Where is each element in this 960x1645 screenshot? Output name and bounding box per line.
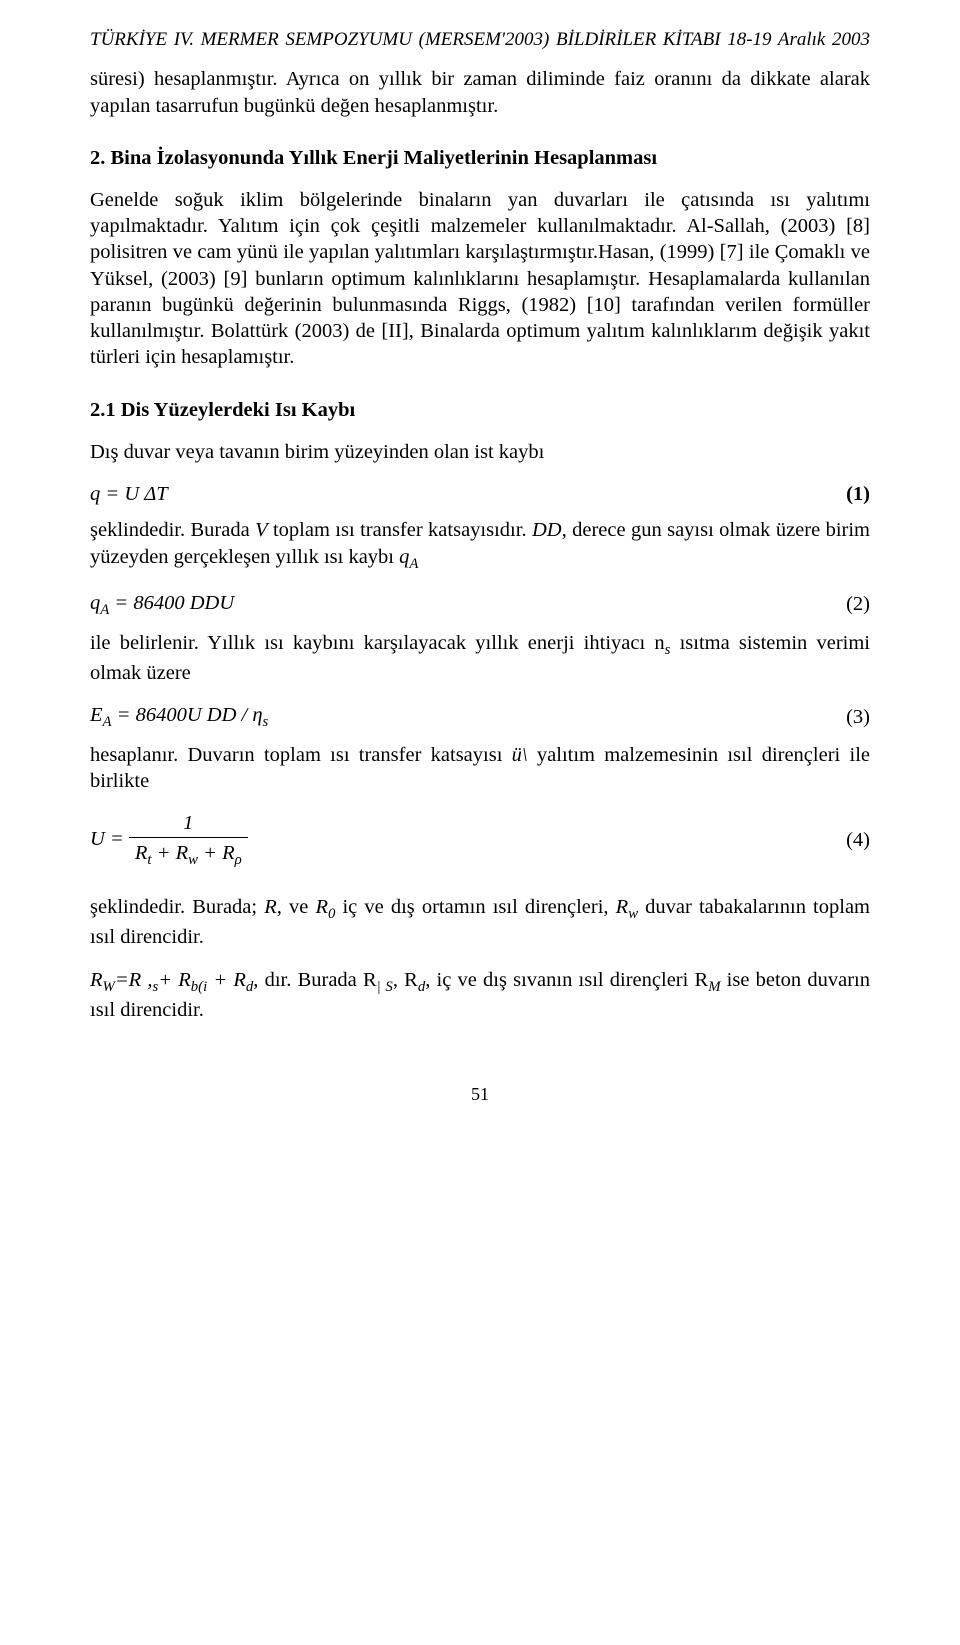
paragraph-last: RW=R ,s+ Rb(i + Rd, dır. Burada R| S, Rd… (90, 967, 870, 1023)
section-2-title: 2. Bina İzolasyonunda Yıllık Enerji Mali… (90, 145, 870, 171)
text: + R (158, 969, 191, 991)
equation-1-number: (1) (846, 481, 870, 507)
var-V: V (255, 519, 268, 541)
text: şeklindedir. Burada (90, 519, 255, 541)
text: + R (207, 969, 246, 991)
equation-2-body: qA = 86400 DDU (90, 590, 234, 620)
paragraph-after-eq3: hesaplanır. Duvarın toplam ısı transfer … (90, 742, 870, 794)
equation-3-number: (3) (846, 704, 870, 730)
fraction-denominator: Rt + Rw + Rρ (129, 837, 248, 870)
sub: b(i (191, 979, 207, 995)
equation-1-body: q = U ΔT (90, 481, 168, 507)
sub: | S (377, 979, 393, 995)
text: ve (282, 896, 316, 918)
var-qA: qA (399, 546, 418, 568)
text: toplam ısı transfer katsayısıdır. (268, 519, 532, 541)
text: =R , (115, 969, 153, 991)
sub: M (708, 979, 720, 995)
text: , R (393, 969, 418, 991)
equation-2-number: (2) (846, 591, 870, 617)
equation-4-number: (4) (846, 827, 870, 853)
fraction: 1 Rt + Rw + Rρ (129, 810, 248, 870)
equation-4-body: U = 1 Rt + Rw + Rρ (90, 810, 248, 870)
var-u: ü\ (512, 744, 528, 766)
text: şeklindedir. Burada; (90, 896, 264, 918)
equation-3: EA = 86400U DD / ηs (3) (90, 702, 870, 732)
text: , iç ve dış sıvanın ısıl dirençleri R (425, 969, 708, 991)
equation-3-body: EA = 86400U DD / ηs (90, 702, 268, 732)
equation-2: qA = 86400 DDU (2) (90, 590, 870, 620)
paragraph-heatloss-intro: Dış duvar veya tavanın birim yüzeyinden … (90, 439, 870, 465)
page: TÜRKİYE IV. MERMER SEMPOZYUMU (MERSEM'20… (0, 0, 960, 1166)
var-R0: R0 (315, 896, 335, 918)
text: iç ve dış ortamın ısıl dirençleri, (335, 896, 615, 918)
page-number: 51 (90, 1083, 870, 1106)
text: , dır. Burada R (253, 969, 376, 991)
paragraph-after-eq1: şeklindedir. Burada V toplam ısı transfe… (90, 517, 870, 573)
var-DD: DD, (532, 519, 567, 541)
running-header: TÜRKİYE IV. MERMER SEMPOZYUMU (MERSEM'20… (90, 28, 870, 52)
paragraph-after-eq2: ile belirlenir. Yıllık ısı kaybını karşı… (90, 630, 870, 686)
equation-4: U = 1 Rt + Rw + Rρ (4) (90, 810, 870, 870)
paragraph-sec2: Genelde soğuk iklim bölgelerinde binalar… (90, 187, 870, 371)
text: ile belirlenir. Yıllık ısı kaybını karşı… (90, 632, 665, 654)
equation-1: q = U ΔT (1) (90, 481, 870, 507)
section-2-1-title: 2.1 Dis Yüzeylerdeki Isı Kaybı (90, 397, 870, 423)
var-Rw: Rw (616, 896, 638, 918)
paragraph-intro: süresi) hesaplanmıştır. Ayrıca on yıllık… (90, 66, 870, 118)
var-RW: RW (90, 969, 115, 991)
text: hesaplanır. Duvarın toplam ısı transfer … (90, 744, 512, 766)
fraction-numerator: 1 (129, 810, 248, 837)
var-R: R, (264, 896, 282, 918)
paragraph-after-eq4: şeklindedir. Burada; R, ve R0 iç ve dış … (90, 894, 870, 950)
